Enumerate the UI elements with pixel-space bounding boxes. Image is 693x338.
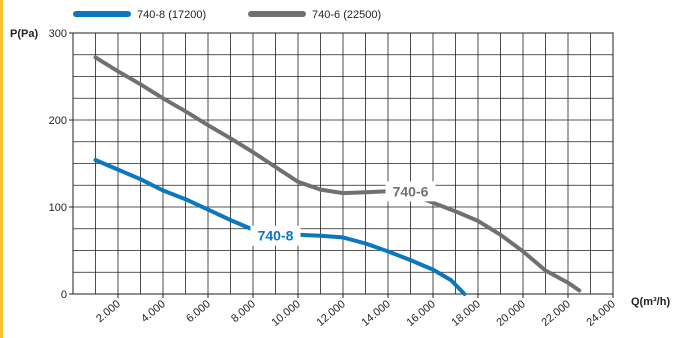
x-tick-label: 6.000 (184, 298, 213, 325)
x-axis-title: Q(m³/h) (631, 296, 670, 308)
legend: 740-8 (17200) 740-6 (22500) (73, 9, 381, 21)
series-label-bg (250, 225, 301, 246)
y-tick-label: 300 (49, 28, 67, 40)
legend-label: 740-8 (17200) (137, 9, 206, 21)
x-tick-label: 10.000 (269, 298, 302, 329)
x-tick-label: 8.000 (229, 298, 258, 325)
left-edge-stripe (0, 0, 3, 338)
series (93, 55, 582, 296)
x-tick-label: 22.000 (539, 298, 572, 329)
x-tick-label: 18.000 (449, 298, 482, 329)
y-tick-label: 0 (61, 289, 67, 301)
legend-label: 740-6 (22500) (312, 9, 381, 21)
x-tick-label: 2.000 (94, 298, 123, 325)
x-tick-label: 4.000 (139, 298, 168, 325)
x-tick-label: 24.000 (584, 298, 617, 329)
series-line-740-6 (93, 55, 582, 293)
x-tick-label: 20.000 (494, 298, 527, 329)
series-label-740-6: 740-6 (393, 183, 429, 199)
series-label-bg (385, 181, 436, 202)
y-tick-label: 100 (49, 202, 67, 214)
y-tick-label: 200 (49, 115, 67, 127)
x-tick-label: 12.000 (314, 298, 347, 329)
grid (73, 33, 613, 294)
y-axis-title: P(Pa) (10, 28, 38, 40)
x-tick-label: 16.000 (404, 298, 437, 329)
series-label-740-8: 740-8 (258, 228, 294, 244)
x-tick-label: 14.000 (359, 298, 392, 329)
axes (69, 32, 614, 298)
